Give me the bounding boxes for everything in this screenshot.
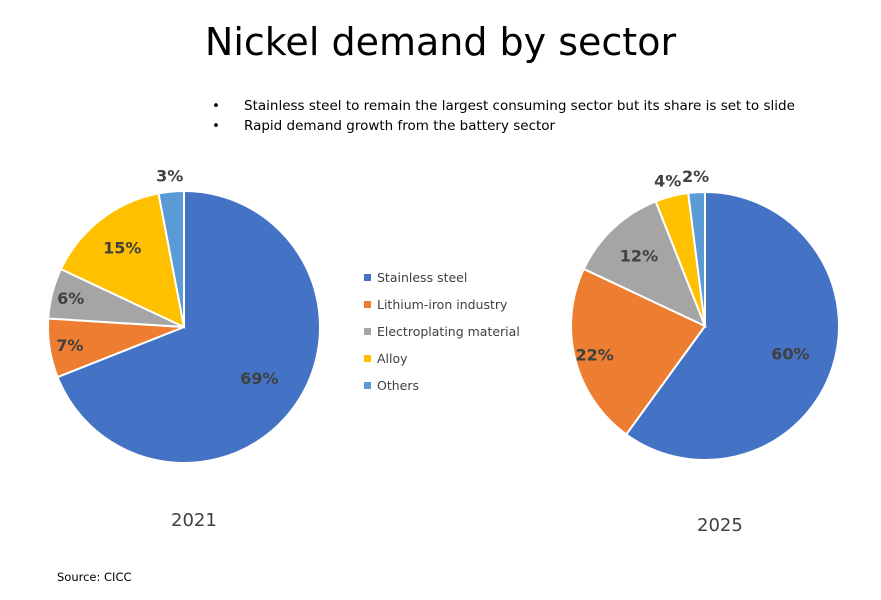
slide-title: Nickel demand by sector — [204, 20, 677, 64]
data-label: 7% — [56, 336, 83, 355]
bullet-list: Stainless steel to remain the largest co… — [212, 96, 795, 136]
data-label: 60% — [771, 345, 809, 364]
legend-label: Stainless steel — [377, 270, 468, 285]
pie-slice-2025-electroplating-material — [582, 200, 707, 328]
legend-item-alloy: Alloy — [364, 345, 520, 372]
data-label: 22% — [576, 345, 614, 364]
data-label: 2% — [682, 167, 709, 186]
legend: Stainless steel Lithium-iron industry El… — [364, 264, 520, 399]
legend-swatch — [364, 301, 371, 308]
legend-item-others: Others — [364, 372, 520, 399]
data-label: 4% — [654, 172, 681, 191]
pie-slice-2021-others — [157, 189, 185, 328]
data-label: 6% — [57, 289, 84, 308]
legend-label: Electroplating material — [377, 324, 520, 339]
pie-title-2021: 2021 — [171, 510, 217, 531]
legend-label: Alloy — [377, 351, 408, 366]
pie-slice-2021-alloy — [59, 192, 186, 329]
pie-slice-2025-stainless-steel — [624, 190, 840, 461]
bullet-item: Stainless steel to remain the largest co… — [212, 96, 795, 116]
legend-item-stainless-steel: Stainless steel — [364, 264, 520, 291]
legend-swatch — [364, 274, 371, 281]
legend-swatch — [364, 355, 371, 362]
data-label: 3% — [156, 166, 183, 185]
legend-swatch — [364, 328, 371, 335]
legend-item-electroplating: Electroplating material — [364, 318, 520, 345]
pie-slice-2025-others — [687, 190, 706, 327]
legend-label: Lithium-iron industry — [377, 297, 508, 312]
legend-item-lithium-iron: Lithium-iron industry — [364, 291, 520, 318]
bullet-item: Rapid demand growth from the battery sec… — [212, 116, 795, 136]
legend-swatch — [364, 382, 371, 389]
data-label: 15% — [103, 238, 141, 257]
pie-slice-2021-stainless-steel — [56, 189, 321, 464]
source-note: Source: CICC — [57, 570, 132, 584]
data-label: 69% — [240, 369, 278, 388]
pie-title-2025: 2025 — [697, 515, 743, 536]
legend-label: Others — [377, 378, 420, 393]
data-label: 12% — [620, 247, 658, 266]
